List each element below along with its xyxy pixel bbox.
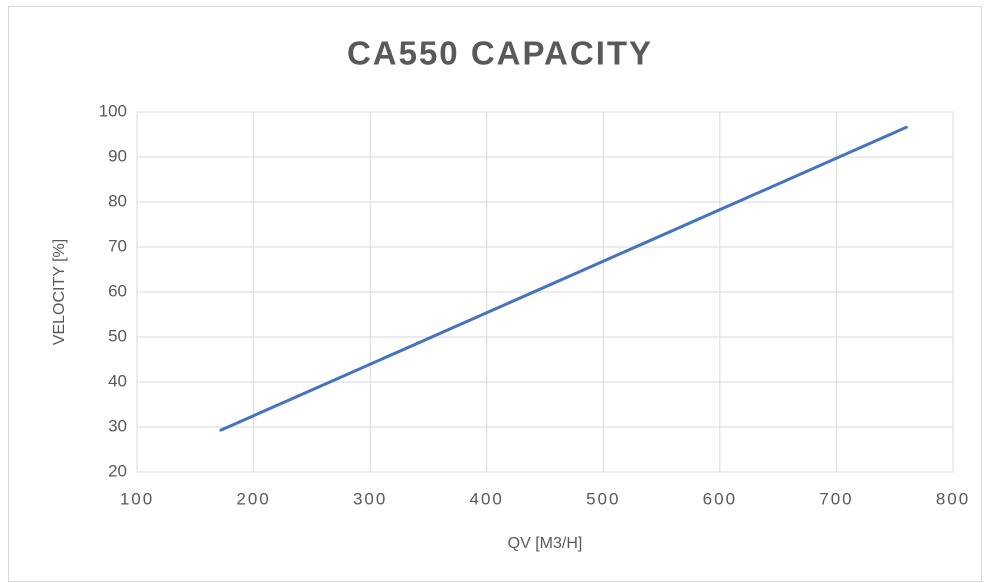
- x-tick-label: 800: [936, 489, 970, 508]
- y-axis-label: VELOCITY [%]: [51, 239, 68, 345]
- chart-title: CA550 CAPACITY: [347, 35, 653, 72]
- y-tick-label: 70: [108, 236, 127, 255]
- x-axis-label: QV [M3/H]: [508, 535, 583, 552]
- y-tick-label: 20: [108, 461, 127, 480]
- y-tick-label: 30: [108, 416, 127, 435]
- y-tick-label: 80: [108, 191, 127, 210]
- y-tick-label: 50: [108, 326, 127, 345]
- y-tick-label: 60: [108, 281, 127, 300]
- data-line: [219, 125, 908, 432]
- x-tick-label: 200: [236, 489, 270, 508]
- x-tick-label: 100: [120, 489, 154, 508]
- x-tick-label: 400: [470, 489, 504, 508]
- x-tick-label: 300: [353, 489, 387, 508]
- y-tick-label: 90: [108, 146, 127, 165]
- x-tick-label: 700: [819, 489, 853, 508]
- y-tick-label: 100: [99, 101, 127, 120]
- x-tick-label: 600: [703, 489, 737, 508]
- y-tick-label: 40: [108, 371, 127, 390]
- chart-border: [8, 6, 982, 582]
- x-tick-label: 500: [586, 489, 620, 508]
